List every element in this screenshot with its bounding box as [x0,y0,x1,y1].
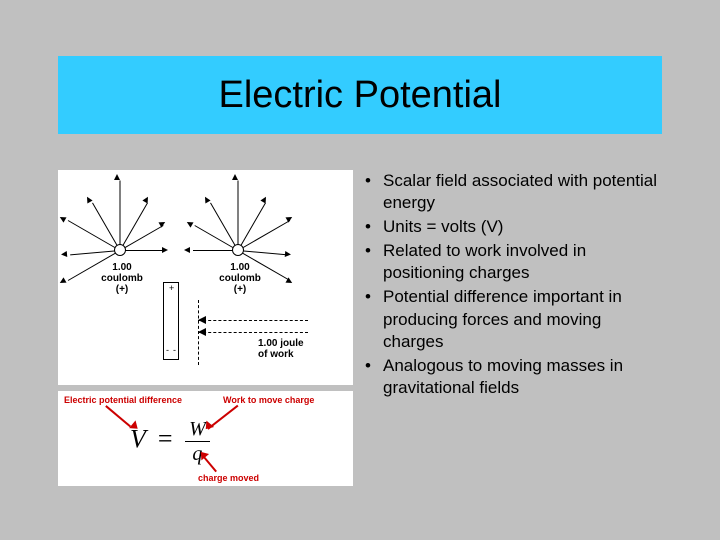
field-line-icon [120,181,121,251]
slide: Electric Potential 1.00 coulomb (+) 1.00… [0,0,720,540]
left-column: 1.00 coulomb (+) 1.00 coulomb (+) + - - [58,170,353,486]
field-arrow-icon [260,196,268,204]
charge-left-unit: coulomb [101,273,143,284]
formula-label-right: Work to move charge [223,395,314,405]
field-arrow-icon [184,247,190,253]
charge-left-icon [114,244,126,256]
field-arrow-icon [58,214,66,222]
field-arrow-icon [159,219,167,227]
arrow-left-1-icon [198,316,206,324]
field-arrow-icon [142,196,150,204]
formula-label-bottom: charge moved [198,473,259,483]
arrow-left-2-icon [198,328,206,336]
work-label: 1.00 joule of work [258,338,304,360]
charge-left-sign: (+) [116,284,129,295]
charge-right-unit: coulomb [219,273,261,284]
formula-equals: = [152,424,179,453]
list-item: Potential difference important in produc… [365,286,662,352]
probe-charge-2: - [166,345,169,355]
field-arrow-icon [232,174,238,180]
list-item: Analogous to moving masses in gravitatio… [365,355,662,399]
bullet-list: Scalar field associated with potential e… [365,170,662,399]
work-label-line1: 1.00 joule [258,338,304,349]
dashed-guide-h1 [198,320,308,321]
field-line-icon [238,181,239,251]
field-arrow-icon [285,277,293,285]
field-arrow-icon [61,251,68,258]
content-area: 1.00 coulomb (+) 1.00 coulomb (+) + - - [58,170,662,486]
title-bar: Electric Potential [58,56,662,134]
list-item: Related to work involved in positioning … [365,240,662,284]
probe-charge-1: + [169,283,174,293]
work-label-line2: of work [258,349,294,360]
list-item: Units = volts (V) [365,216,662,238]
dashed-guide-h2 [198,332,308,333]
field-arrow-icon [285,251,292,258]
probe-charge-3: - [173,345,176,355]
charge-right-value: 1.00 [230,262,249,273]
formula-label-left: Electric potential difference [64,395,182,405]
field-line-icon [120,203,148,251]
charge-left-label: 1.00 coulomb (+) [100,262,144,295]
slide-title: Electric Potential [218,74,501,117]
charge-right-sign: (+) [234,284,247,295]
field-arrow-icon [58,277,66,285]
field-arrow-icon [185,219,193,227]
probe-bar: + - - [163,282,179,360]
field-line-icon [120,250,165,251]
charge-right-icon [232,244,244,256]
charge-right-label: 1.00 coulomb (+) [218,262,262,295]
field-arrow-icon [114,174,120,180]
list-item: Scalar field associated with potential e… [365,170,662,214]
red-arrow-left-icon [106,405,131,427]
charge-left-value: 1.00 [112,262,131,273]
right-column: Scalar field associated with potential e… [365,170,662,486]
field-line-icon [238,203,266,251]
formula-diagram: V = W q Electric potential difference Wo… [58,391,353,486]
field-arrow-icon [162,247,168,253]
field-diagram: 1.00 coulomb (+) 1.00 coulomb (+) + - - [58,170,353,385]
